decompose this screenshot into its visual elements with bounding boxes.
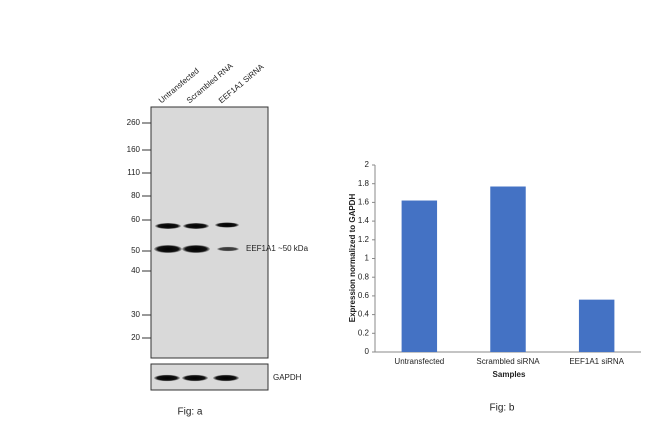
marker-label: 80 xyxy=(131,191,140,200)
marker-label: 260 xyxy=(127,118,141,127)
band xyxy=(154,245,182,253)
band xyxy=(213,374,239,382)
marker-label: 160 xyxy=(127,145,141,154)
marker-label: 40 xyxy=(131,266,140,275)
band xyxy=(215,222,239,228)
y-tick-label: 1.2 xyxy=(358,235,370,244)
y-axis-label: Expression normalized to GAPDH xyxy=(348,194,357,323)
x-tick-label: Untransfected xyxy=(394,357,444,366)
blot-membrane xyxy=(150,106,269,359)
band xyxy=(182,245,210,253)
bar xyxy=(578,299,615,352)
y-tick-label: 1 xyxy=(365,254,370,263)
y-tick-label: 1.6 xyxy=(358,198,370,207)
y-tick-label: 2 xyxy=(365,160,370,169)
y-tick-label: 0.6 xyxy=(358,291,370,300)
marker-label: 50 xyxy=(131,246,140,255)
x-tick-label: Scrambled siRNA xyxy=(476,357,540,366)
band xyxy=(183,223,209,229)
band xyxy=(155,223,181,229)
marker-label: 20 xyxy=(131,333,140,342)
marker-label: 60 xyxy=(131,215,140,224)
marker-label: 110 xyxy=(127,168,140,177)
x-axis-label: Samples xyxy=(493,370,526,379)
band-label: EEF1A1 ~50 kDa xyxy=(246,244,309,253)
caption: Fig: b xyxy=(489,403,514,414)
caption: Fig: a xyxy=(177,407,202,418)
y-tick-label: 0.8 xyxy=(358,272,370,281)
bar xyxy=(490,186,526,352)
bar xyxy=(401,200,438,352)
y-tick-label: 1.4 xyxy=(358,216,370,225)
loading-label: GAPDH xyxy=(273,373,302,382)
x-tick-label: EEF1A1 siRNA xyxy=(569,357,624,366)
band xyxy=(182,374,208,382)
marker-label: 30 xyxy=(131,310,140,319)
bands xyxy=(154,222,239,382)
y-tick-label: 0.4 xyxy=(358,310,370,319)
y-tick-label: 0.2 xyxy=(358,328,370,337)
band xyxy=(217,246,239,252)
y-tick-label: 0 xyxy=(365,347,370,356)
y-tick-label: 1.8 xyxy=(358,179,370,188)
band xyxy=(154,374,180,382)
